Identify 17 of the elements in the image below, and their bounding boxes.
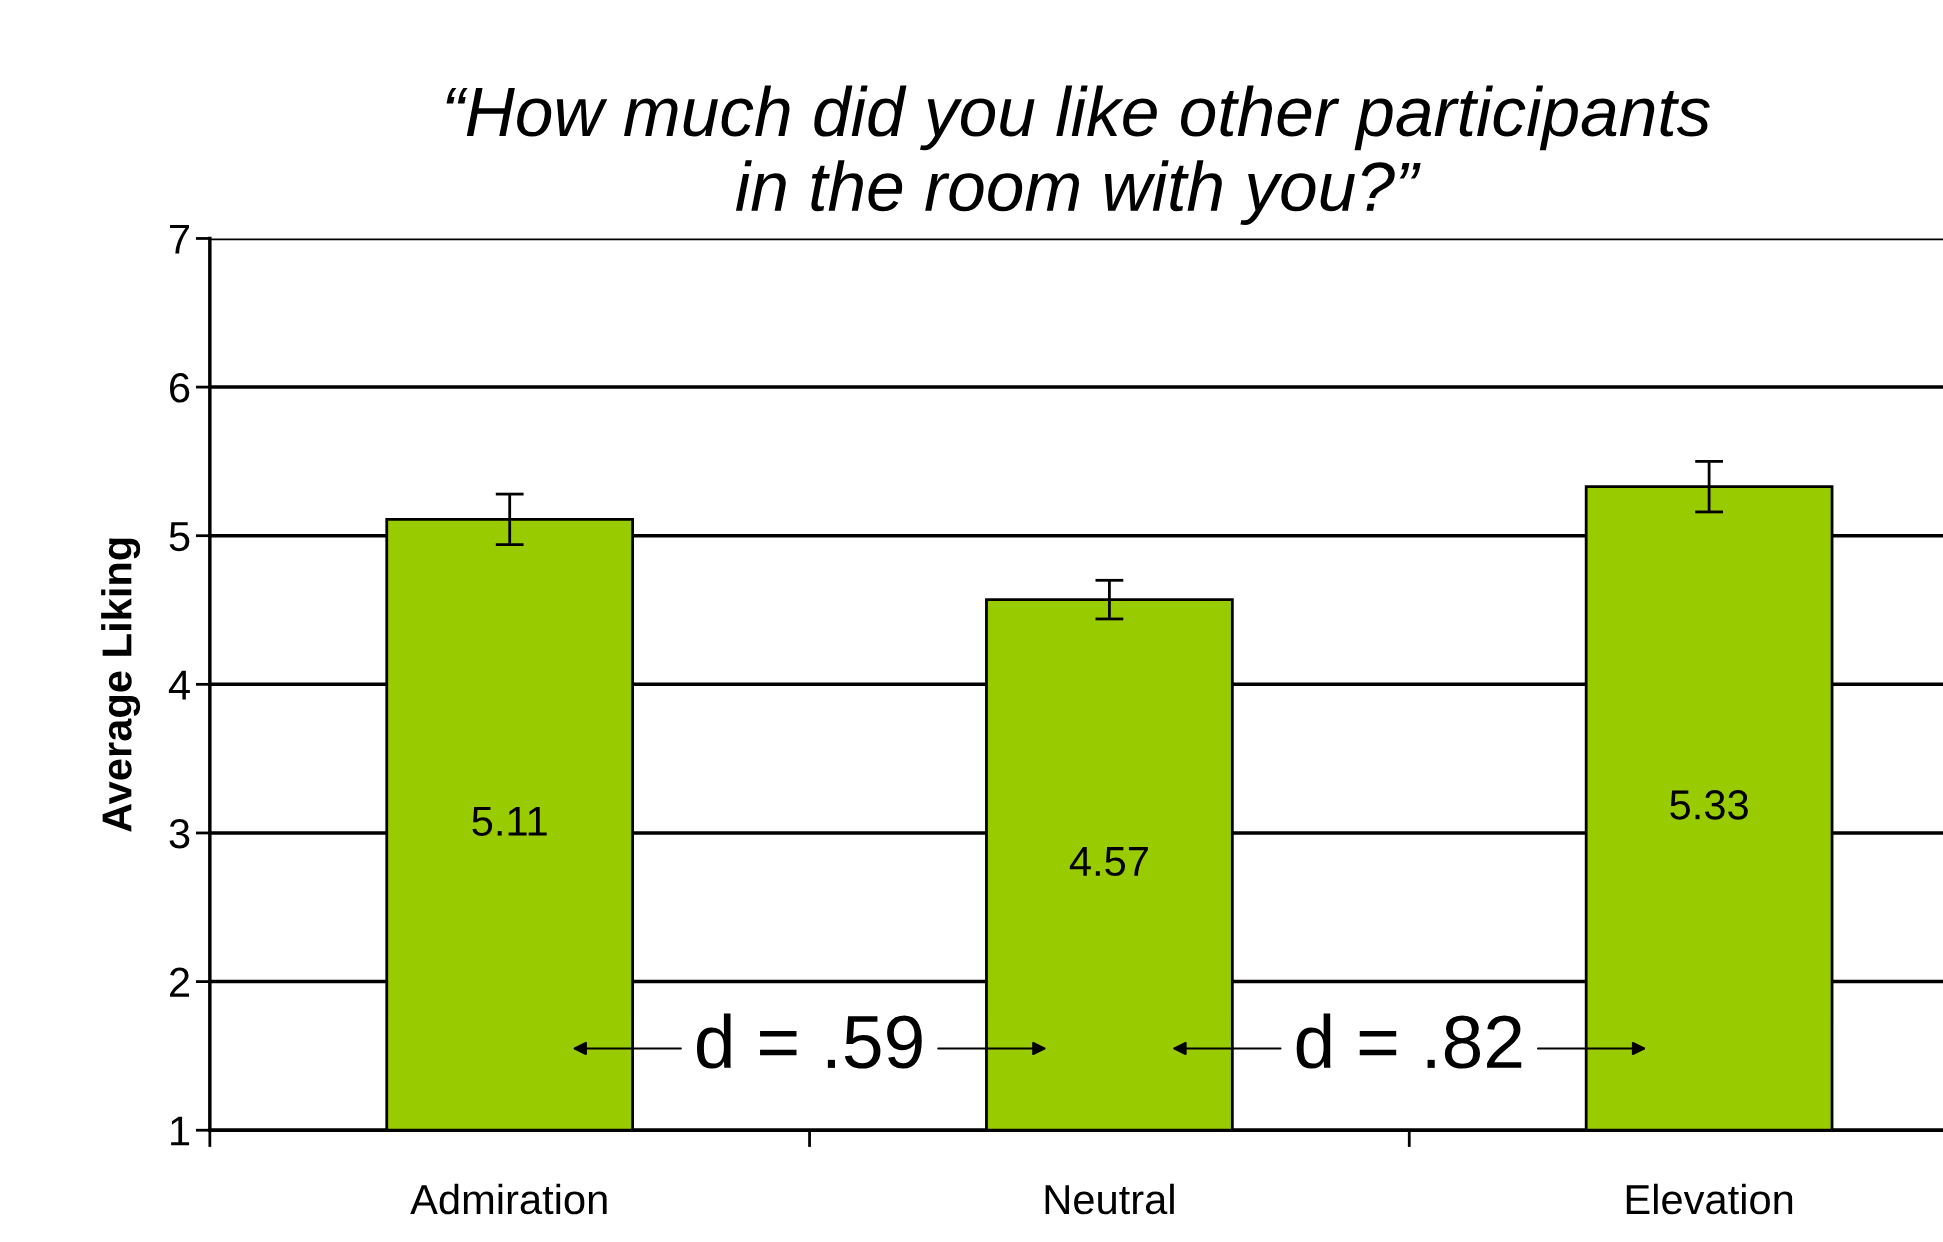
y-tick-label: 1 [171, 1116, 190, 1146]
annotation: d = .82 [1296, 1013, 1522, 1069]
chart-title: “How much did you like other participants in the room with you?” [446, 85, 1710, 226]
annotation: d = .59 [696, 1013, 922, 1069]
x-tick-label: Admiration [410, 1183, 607, 1215]
y-tick-label: 6 [170, 373, 190, 403]
data-label: 4.57 [1069, 847, 1148, 877]
y-tick-label: 2 [170, 967, 189, 997]
y-tick-label: 7 [170, 224, 189, 254]
data-label: 5.11 [472, 806, 547, 836]
y-tick-label: 3 [169, 818, 190, 849]
data-label: 5.33 [1670, 790, 1748, 820]
y-tick-label: 4 [168, 670, 190, 700]
y-axis-title: Average Liking [101, 538, 141, 832]
x-tick-label: Elevation [1626, 1183, 1793, 1215]
y-tick-label: 5 [169, 522, 190, 552]
x-tick-label: Neutral [1045, 1183, 1174, 1215]
